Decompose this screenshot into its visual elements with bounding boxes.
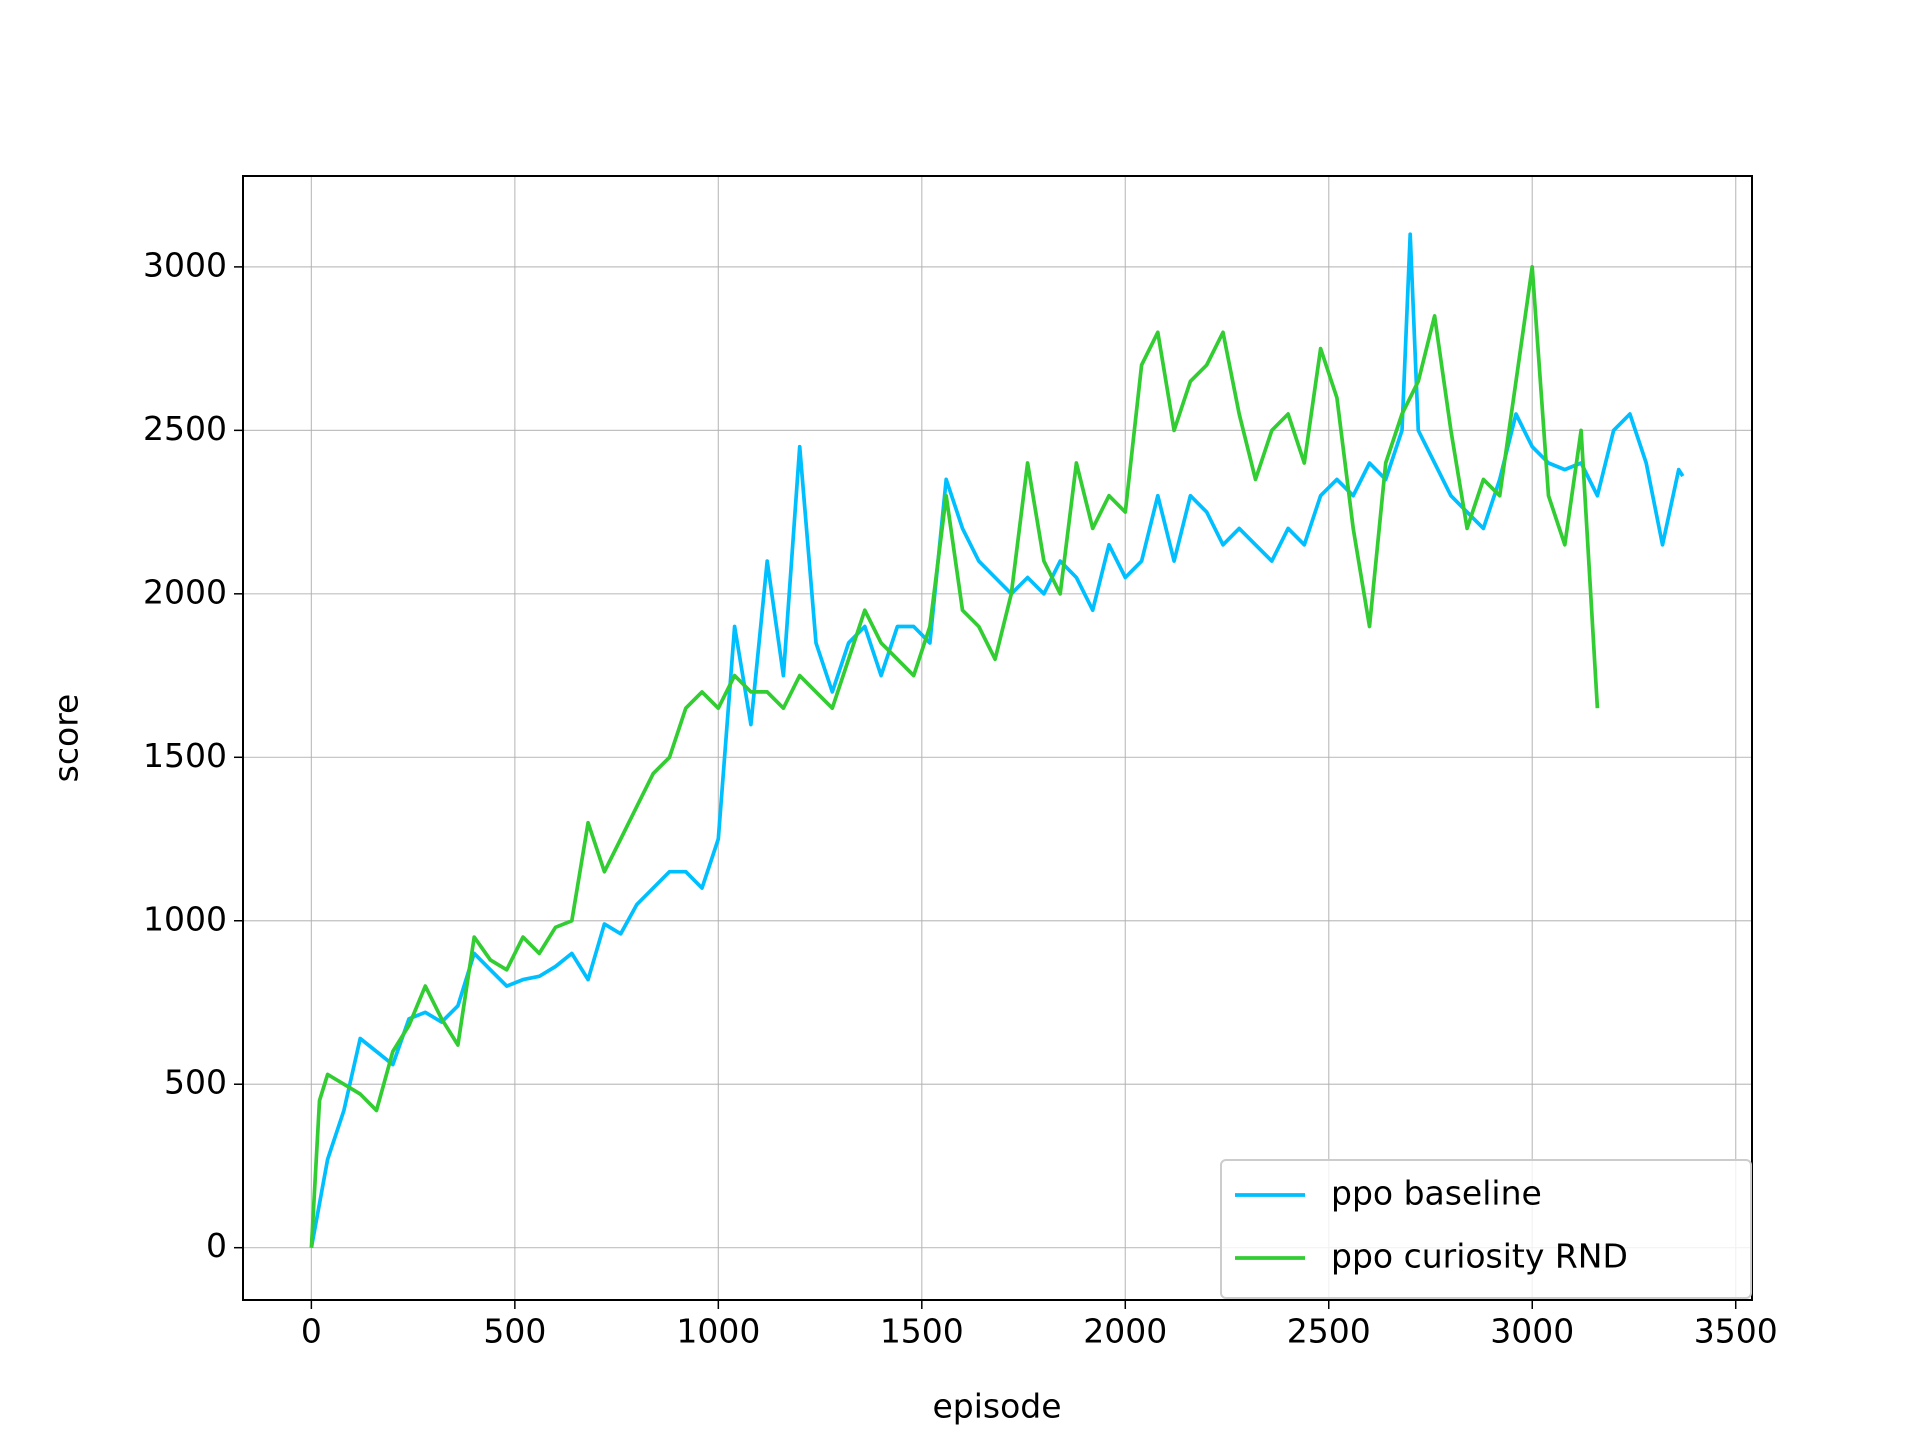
- y-tick-label: 1000: [143, 899, 227, 938]
- legend-box: [1220, 1159, 1752, 1299]
- y-tick-label: 1500: [143, 736, 227, 775]
- legend-label: ppo baseline: [1331, 1174, 1542, 1213]
- x-tick-label: 1000: [676, 1312, 760, 1351]
- x-tick-label: 3500: [1694, 1312, 1778, 1351]
- x-tick-label: 1500: [880, 1312, 964, 1351]
- x-tick-label: 500: [483, 1312, 546, 1351]
- y-axis-label: score: [47, 694, 86, 783]
- series-line: [309, 265, 1600, 1248]
- x-axis-label: episode: [932, 1387, 1061, 1426]
- x-tick-label: 3000: [1490, 1312, 1574, 1351]
- y-tick-label: 3000: [143, 245, 227, 284]
- x-tick-label: 2000: [1083, 1312, 1167, 1351]
- x-tick-label: 0: [301, 1312, 322, 1351]
- y-tick-label: 500: [164, 1063, 227, 1102]
- series-line: [309, 232, 1685, 1249]
- x-tick-label: 2500: [1287, 1312, 1371, 1351]
- plot-frame: [242, 175, 1753, 1301]
- legend-label: ppo curiosity RND: [1331, 1237, 1628, 1276]
- y-tick-label: 0: [206, 1226, 227, 1265]
- y-tick-label: 2500: [143, 409, 227, 448]
- y-tick-label: 2000: [143, 572, 227, 611]
